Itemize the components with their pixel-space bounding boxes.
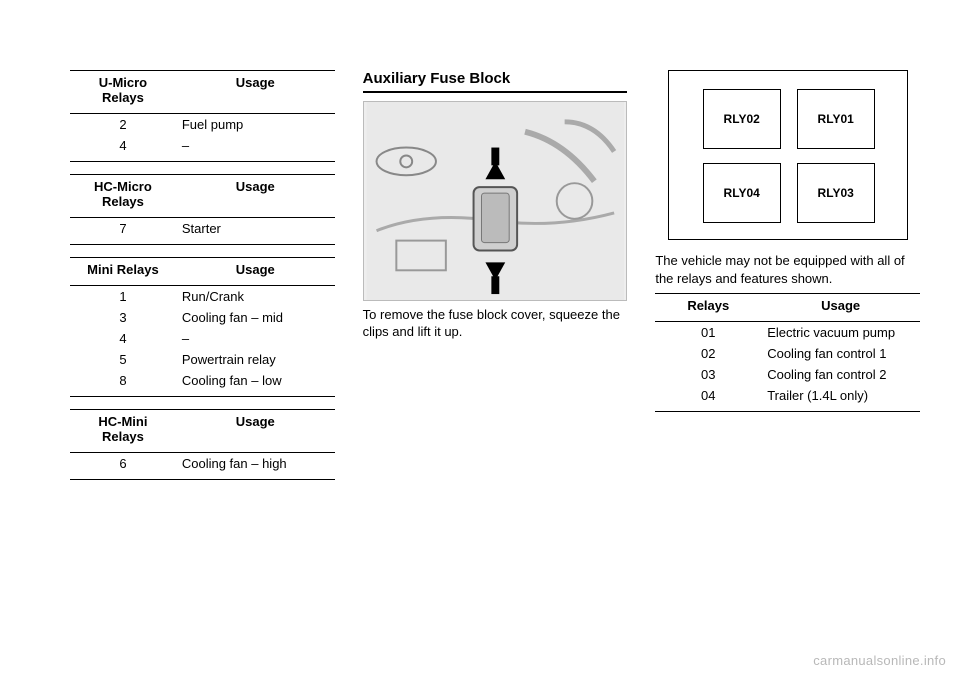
table-row: 8 Cooling fan – low (70, 370, 335, 397)
table-row: 7 Starter (70, 218, 335, 245)
th-hcmini-left: HC-Mini Relays (70, 410, 176, 453)
aux-fuse-caption: To remove the fuse block cover, squeeze … (363, 307, 628, 341)
cell-num: 02 (655, 343, 761, 364)
cell-usage: Starter (176, 218, 335, 245)
table-row: 03 Cooling fan control 2 (655, 364, 920, 385)
cell-usage: Cooling fan – mid (176, 307, 335, 328)
cell-usage: Cooling fan – low (176, 370, 335, 397)
engine-bay-svg (364, 102, 627, 300)
th-aux-right: Usage (761, 294, 920, 322)
cell-usage: Run/Crank (176, 286, 335, 308)
relay-note: The vehicle may not be equipped with all… (655, 252, 920, 287)
table-row: 04 Trailer (1.4L only) (655, 385, 920, 412)
cell-num: 6 (70, 453, 176, 480)
table-row: 4 – (70, 135, 335, 162)
cell-usage: Electric vacuum pump (761, 322, 920, 344)
table-row: 02 Cooling fan control 1 (655, 343, 920, 364)
aux-fuse-illustration (363, 101, 628, 301)
cell-num: 8 (70, 370, 176, 397)
table-row: 3 Cooling fan – mid (70, 307, 335, 328)
th-hcmicro-left: HC-Micro Relays (70, 175, 176, 218)
cell-num: 4 (70, 135, 176, 162)
cell-usage: Cooling fan – high (176, 453, 335, 480)
th-hcmini-right: Usage (176, 410, 335, 453)
relay-box-01: RLY01 (797, 89, 875, 149)
cell-usage: Cooling fan control 2 (761, 364, 920, 385)
table-row: 5 Powertrain relay (70, 349, 335, 370)
cell-num: 01 (655, 322, 761, 344)
th-hcmicro-right: Usage (176, 175, 335, 218)
aux-fuse-title: Auxiliary Fuse Block (363, 70, 628, 93)
th-mini-right: Usage (176, 258, 335, 286)
relay-diagram: RLY02 RLY01 RLY04 RLY03 (668, 70, 908, 240)
cell-num: 04 (655, 385, 761, 412)
cell-usage: Fuel pump (176, 114, 335, 136)
th-mini-left: Mini Relays (70, 258, 176, 286)
cell-num: 3 (70, 307, 176, 328)
th-umicro-left: U-Micro Relays (70, 71, 176, 114)
page-root: U-Micro Relays Usage 2 Fuel pump 4 – (0, 0, 960, 678)
table-row: 1 Run/Crank (70, 286, 335, 308)
table-row: 01 Electric vacuum pump (655, 322, 920, 344)
col-2: Auxiliary Fuse Block (363, 70, 628, 492)
table-row: 4 – (70, 328, 335, 349)
watermark: carmanualsonline.info (813, 653, 946, 668)
col-3: RLY02 RLY01 RLY04 RLY03 The vehicle may … (655, 70, 920, 492)
col-1: U-Micro Relays Usage 2 Fuel pump 4 – (70, 70, 335, 492)
cell-num: 03 (655, 364, 761, 385)
th-umicro-right: Usage (176, 71, 335, 114)
relay-box-03: RLY03 (797, 163, 875, 223)
table-hcmini: HC-Mini Relays Usage 6 Cooling fan – hig… (70, 409, 335, 480)
columns: U-Micro Relays Usage 2 Fuel pump 4 – (70, 70, 920, 492)
cell-num: 4 (70, 328, 176, 349)
cell-usage: Trailer (1.4L only) (761, 385, 920, 412)
table-aux-relays: Relays Usage 01 Electric vacuum pump 02 … (655, 293, 920, 412)
cell-usage: – (176, 328, 335, 349)
cell-usage: – (176, 135, 335, 162)
table-row: 2 Fuel pump (70, 114, 335, 136)
th-aux-left: Relays (655, 294, 761, 322)
table-hcmicro: HC-Micro Relays Usage 7 Starter (70, 174, 335, 245)
relay-box-02: RLY02 (703, 89, 781, 149)
cell-num: 1 (70, 286, 176, 308)
table-row: 6 Cooling fan – high (70, 453, 335, 480)
relay-box-04: RLY04 (703, 163, 781, 223)
cell-num: 7 (70, 218, 176, 245)
cell-num: 5 (70, 349, 176, 370)
cell-usage: Cooling fan control 1 (761, 343, 920, 364)
cell-num: 2 (70, 114, 176, 136)
cell-usage: Powertrain relay (176, 349, 335, 370)
table-umicro: U-Micro Relays Usage 2 Fuel pump 4 – (70, 70, 335, 162)
table-mini: Mini Relays Usage 1 Run/Crank 3 Cooling … (70, 257, 335, 397)
